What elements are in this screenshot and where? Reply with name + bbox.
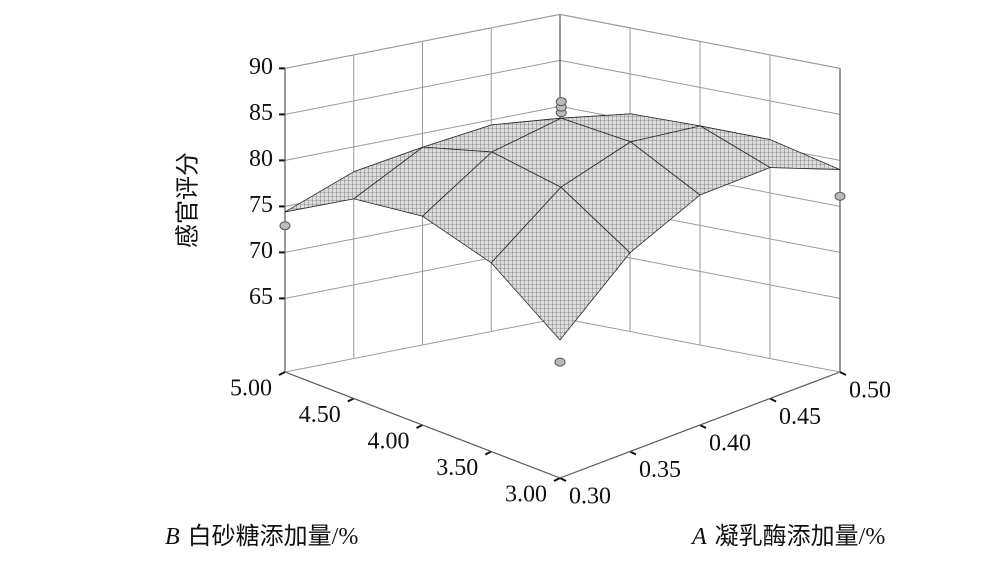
design-point xyxy=(834,191,846,201)
x-axis-name: 凝乳酶添加量/% xyxy=(715,523,886,550)
y-tick-label: 3.50 xyxy=(436,455,478,481)
z-tick-label: 85 xyxy=(249,100,273,126)
surface-cell xyxy=(490,186,631,341)
y-tick xyxy=(416,424,423,429)
box-edge xyxy=(284,371,561,479)
design-point xyxy=(555,97,567,107)
x-tick xyxy=(559,477,567,482)
z-tick-label: 80 xyxy=(249,146,273,172)
y-tick-label: 3.00 xyxy=(505,482,547,508)
y-tick xyxy=(553,477,561,482)
box-edge xyxy=(559,371,841,479)
y-tick xyxy=(484,450,492,456)
box-edge xyxy=(559,13,841,69)
y-tick-label: 5.00 xyxy=(230,376,272,402)
z-tick-label: 75 xyxy=(249,192,273,218)
y-axis-name: 白砂糖添加量/% xyxy=(188,523,359,550)
box-edge xyxy=(559,317,841,373)
x-tick xyxy=(839,371,847,376)
x-tick-label: 0.45 xyxy=(779,404,821,430)
x-tick xyxy=(769,397,777,403)
y-tick-label: 4.50 xyxy=(299,402,341,428)
x-tick-label: 0.30 xyxy=(569,484,611,510)
z-axis-title: 感官评分 xyxy=(175,152,202,248)
box-edge xyxy=(284,13,561,69)
z-tick-label: 70 xyxy=(249,238,273,264)
x-tick-label: 0.50 xyxy=(849,378,891,404)
x-tick-label: 0.40 xyxy=(709,431,751,457)
x-tick xyxy=(629,450,637,456)
box-edge xyxy=(284,317,561,373)
z-tick-label: 65 xyxy=(249,284,273,310)
y-tick-label: 4.00 xyxy=(368,429,410,455)
x-tick xyxy=(699,424,707,429)
design-point xyxy=(554,357,566,367)
y-axis-title: B 白砂糖添加量/% xyxy=(165,523,358,550)
y-tick xyxy=(278,371,286,376)
y-tick xyxy=(347,397,355,403)
x-tick-label: 0.35 xyxy=(639,457,681,483)
z-tick-label: 90 xyxy=(249,54,273,80)
x-axis-title: A 凝乳酶添加量/% xyxy=(690,523,885,550)
design-point xyxy=(279,221,291,231)
y-axis-var: B xyxy=(165,524,180,550)
x-axis-var: A xyxy=(690,524,707,550)
